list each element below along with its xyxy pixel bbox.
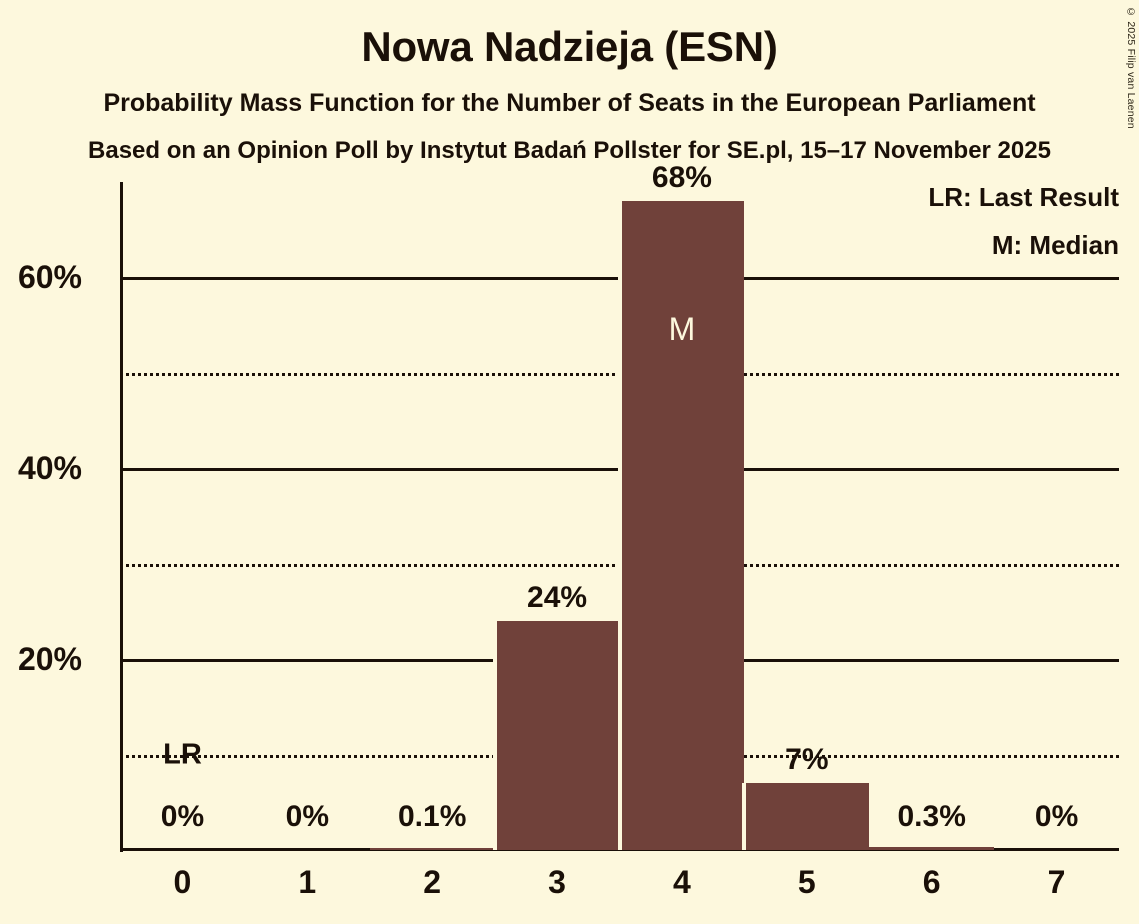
bar [619,201,745,850]
legend-item-median: M: Median [991,230,1119,260]
last-result-marker: LR [163,738,202,771]
y-axis-tick-label: 20% [17,641,82,678]
chart-legend: LR: Last Result M: Median [928,184,1119,258]
x-axis-tick-label: 0 [173,864,192,900]
x-axis-tick-label: 2 [423,864,442,900]
bar-value-label: 24% [527,580,588,614]
median-marker: M [668,311,696,348]
legend-item-last-result: LR: Last Result [928,182,1119,212]
page-title: Nowa Nadzieja (ESN) [361,23,778,70]
bar-value-label: 0.1% [397,800,467,833]
y-axis-tick-label: 40% [17,450,82,487]
bar-separator [617,201,622,850]
x-axis-tick-label: 3 [548,864,566,900]
bar-value-label: 68% [651,161,712,195]
bar-value-label: 0% [160,800,205,833]
chart-subtitle: Probability Mass Function for the Number… [103,89,1036,117]
plot-area: 20% 40% 60% 0% 0% 0.1% 24% 68% 7% 0.3% 0% M LR [18,163,1119,850]
x-axis-tick-label: 7 [1047,864,1066,900]
x-axis-tick-label: 6 [922,864,941,900]
bar [869,847,995,850]
title-block: Nowa Nadzieja (ESN) Probability Mass Fun… [0,0,1139,163]
bar [744,783,870,850]
x-axis-tick-label: 5 [797,864,816,900]
y-axis-tick-label: 60% [17,259,82,296]
copyright-notice: © 2025 Filip van Laenen [1125,6,1137,129]
bar-separator [492,620,497,850]
bar [369,848,495,850]
chart-source-line: Based on an Opinion Poll by Instytut Bad… [88,137,1051,164]
x-axis-tick-label: 1 [298,864,317,900]
bar [494,620,620,850]
bar-separator [742,783,747,850]
bar-value-label: 7% [785,743,829,777]
bar-value-label: 0.3% [897,800,966,833]
bar-value-label: 0% [1034,800,1079,833]
y-axis-line [120,182,123,852]
x-axis-tick-label: 4 [673,864,691,900]
bar-value-label: 0% [285,800,329,833]
